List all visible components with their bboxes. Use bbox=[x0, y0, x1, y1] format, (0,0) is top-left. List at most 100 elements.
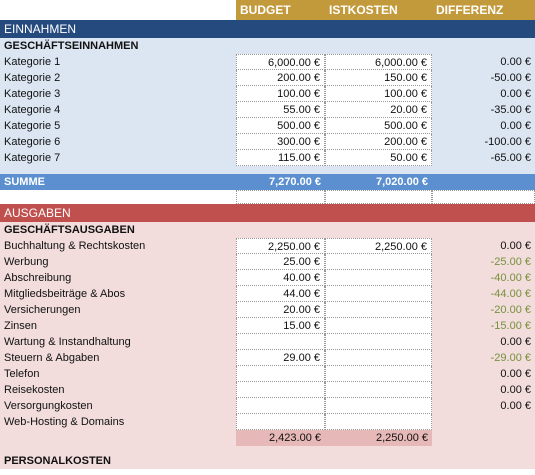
einnahmen-budget[interactable]: 55.00 € bbox=[236, 102, 325, 118]
ausgaben-diff[interactable]: -44.00 € bbox=[490, 288, 531, 300]
column-header-row: BUDGET ISTKOSTEN DIFFERENZ bbox=[0, 0, 535, 20]
ausgaben-ist[interactable] bbox=[325, 286, 432, 302]
ausgaben-budget[interactable]: 15.00 € bbox=[236, 318, 325, 334]
einnahmen-ist[interactable]: 100.00 € bbox=[325, 86, 432, 102]
einnahmen-budget[interactable]: 200.00 € bbox=[236, 70, 325, 86]
ausgaben-ist[interactable] bbox=[325, 254, 432, 270]
ausgaben-label[interactable]: Reisekosten bbox=[4, 384, 65, 396]
ausgaben-subtitle[interactable]: GESCHÄFTSAUSGABEN bbox=[4, 224, 135, 236]
ausgaben-diff[interactable]: 0.00 € bbox=[500, 384, 531, 396]
einnahmen-label[interactable]: Kategorie 1 bbox=[4, 56, 61, 68]
einnahmen-diff[interactable]: -65.00 € bbox=[490, 152, 531, 164]
ausgaben-diff[interactable]: 0.00 € bbox=[500, 240, 531, 252]
ausgaben-total-budget[interactable]: 2,423.00 € bbox=[236, 430, 325, 446]
header-differenz[interactable]: DIFFERENZ bbox=[432, 0, 535, 20]
einnahmen-label[interactable]: Kategorie 6 bbox=[4, 136, 61, 148]
einnahmen-ist[interactable]: 6,000.00 € bbox=[325, 54, 432, 70]
summe-row: SUMME 7,270.00 € 7,020.00 € bbox=[0, 174, 535, 190]
header-istkosten[interactable]: ISTKOSTEN bbox=[325, 0, 432, 20]
ausgaben-label[interactable]: Telefon bbox=[4, 368, 40, 380]
ausgaben-diff[interactable]: -15.00 € bbox=[490, 320, 531, 332]
ausgaben-budget[interactable] bbox=[236, 414, 325, 430]
ausgaben-ist[interactable] bbox=[325, 318, 432, 334]
einnahmen-diff[interactable]: -50.00 € bbox=[490, 72, 531, 84]
einnahmen-budget[interactable]: 115.00 € bbox=[236, 150, 325, 166]
einnahmen-diff[interactable]: 0.00 € bbox=[500, 88, 531, 100]
ausgaben-budget[interactable]: 25.00 € bbox=[236, 254, 325, 270]
summe-budget[interactable]: 7,270.00 € bbox=[269, 176, 321, 188]
ausgaben-label[interactable]: Steuern & Abgaben bbox=[4, 352, 100, 364]
ausgaben-diff[interactable]: -25.00 € bbox=[490, 256, 531, 268]
ausgaben-ist[interactable] bbox=[325, 398, 432, 414]
spacer-row bbox=[0, 190, 535, 204]
einnahmen-label[interactable]: Kategorie 5 bbox=[4, 120, 61, 132]
ausgaben-budget[interactable]: 20.00 € bbox=[236, 302, 325, 318]
einnahmen-budget[interactable]: 100.00 € bbox=[236, 86, 325, 102]
ausgaben-title[interactable]: AUSGABEN bbox=[4, 206, 71, 220]
ausgaben-label[interactable]: Zinsen bbox=[4, 320, 38, 332]
ausgaben-diff[interactable]: 0.00 € bbox=[500, 336, 531, 348]
einnahmen-ist[interactable]: 150.00 € bbox=[325, 70, 432, 86]
einnahmen-diff[interactable]: 0.00 € bbox=[500, 120, 531, 132]
personalkosten-subtitle[interactable]: PERSONALKOSTEN bbox=[4, 455, 111, 467]
einnahmen-label[interactable]: Kategorie 7 bbox=[4, 152, 61, 164]
ausgaben-diff[interactable]: 0.00 € bbox=[500, 400, 531, 412]
einnahmen-subtitle[interactable]: GESCHÄFTSEINNAHMEN bbox=[4, 40, 139, 52]
einnahmen-ist[interactable]: 20.00 € bbox=[325, 102, 432, 118]
ausgaben-diff[interactable] bbox=[432, 414, 535, 430]
spacer-cell-budget[interactable] bbox=[236, 190, 325, 204]
ausgaben-total-row: 2,423.00 € 2,250.00 € bbox=[0, 430, 535, 446]
ausgaben-label[interactable]: Mitgliedsbeiträge & Abos bbox=[4, 288, 126, 300]
ausgaben-ist[interactable] bbox=[325, 302, 432, 318]
ausgaben-ist[interactable]: 2,250.00 € bbox=[325, 238, 432, 254]
einnahmen-label[interactable]: Kategorie 3 bbox=[4, 88, 61, 100]
einnahmen-row: Kategorie 6 300.00 €200.00 € -100.00 € bbox=[0, 134, 535, 150]
ausgaben-ist[interactable] bbox=[325, 366, 432, 382]
summe-ist[interactable]: 7,020.00 € bbox=[376, 176, 428, 188]
ausgaben-subtitle-row: GESCHÄFTSAUSGABEN bbox=[0, 222, 535, 238]
spacer-cell-ist[interactable] bbox=[325, 190, 432, 204]
einnahmen-ist[interactable]: 50.00 € bbox=[325, 150, 432, 166]
summe-label[interactable]: SUMME bbox=[4, 176, 45, 188]
ausgaben-label[interactable]: Versorgungkosten bbox=[4, 400, 93, 412]
ausgaben-diff[interactable]: -29.00 € bbox=[490, 352, 531, 364]
ausgaben-budget[interactable]: 44.00 € bbox=[236, 286, 325, 302]
ausgaben-budget[interactable] bbox=[236, 334, 325, 350]
ausgaben-diff[interactable]: -20.00 € bbox=[490, 304, 531, 316]
einnahmen-diff[interactable]: -100.00 € bbox=[484, 136, 531, 148]
ausgaben-rows: Buchhaltung & Rechtskosten 2,250.00 €2,25… bbox=[0, 238, 535, 430]
ausgaben-budget[interactable]: 2,250.00 € bbox=[236, 238, 325, 254]
ausgaben-label[interactable]: Versicherungen bbox=[4, 304, 81, 316]
ausgaben-ist[interactable] bbox=[325, 334, 432, 350]
ausgaben-diff[interactable]: -40.00 € bbox=[490, 272, 531, 284]
einnahmen-label[interactable]: Kategorie 4 bbox=[4, 104, 61, 116]
ausgaben-total-ist[interactable]: 2,250.00 € bbox=[325, 430, 432, 446]
einnahmen-label[interactable]: Kategorie 2 bbox=[4, 72, 61, 84]
ausgaben-diff[interactable]: 0.00 € bbox=[500, 368, 531, 380]
ausgaben-label[interactable]: Abschreibung bbox=[4, 272, 72, 284]
spacer-cell-diff[interactable] bbox=[432, 190, 535, 204]
ausgaben-ist[interactable] bbox=[325, 382, 432, 398]
ausgaben-budget[interactable]: 29.00 € bbox=[236, 350, 325, 366]
ausgaben-ist[interactable] bbox=[325, 414, 432, 430]
ausgaben-ist[interactable] bbox=[325, 350, 432, 366]
ausgaben-ist[interactable] bbox=[325, 270, 432, 286]
ausgaben-row: Abschreibung 40.00 € -40.00 € bbox=[0, 270, 535, 286]
einnahmen-budget[interactable]: 300.00 € bbox=[236, 134, 325, 150]
ausgaben-budget[interactable] bbox=[236, 398, 325, 414]
ausgaben-label[interactable]: Werbung bbox=[4, 256, 49, 268]
ausgaben-budget[interactable] bbox=[236, 382, 325, 398]
einnahmen-ist[interactable]: 500.00 € bbox=[325, 118, 432, 134]
ausgaben-label[interactable]: Web-Hosting & Domains bbox=[4, 416, 125, 428]
einnahmen-diff[interactable]: 0.00 € bbox=[500, 56, 531, 68]
einnahmen-title[interactable]: EINNAHMEN bbox=[4, 22, 77, 36]
ausgaben-budget[interactable]: 40.00 € bbox=[236, 270, 325, 286]
einnahmen-budget[interactable]: 500.00 € bbox=[236, 118, 325, 134]
einnahmen-budget[interactable]: 6,000.00 € bbox=[236, 54, 325, 70]
header-budget[interactable]: BUDGET bbox=[236, 0, 325, 20]
einnahmen-diff[interactable]: -35.00 € bbox=[490, 104, 531, 116]
ausgaben-label[interactable]: Wartung & Instandhaltung bbox=[4, 336, 131, 348]
ausgaben-label[interactable]: Buchhaltung & Rechtskosten bbox=[4, 240, 146, 252]
ausgaben-budget[interactable] bbox=[236, 366, 325, 382]
einnahmen-ist[interactable]: 200.00 € bbox=[325, 134, 432, 150]
